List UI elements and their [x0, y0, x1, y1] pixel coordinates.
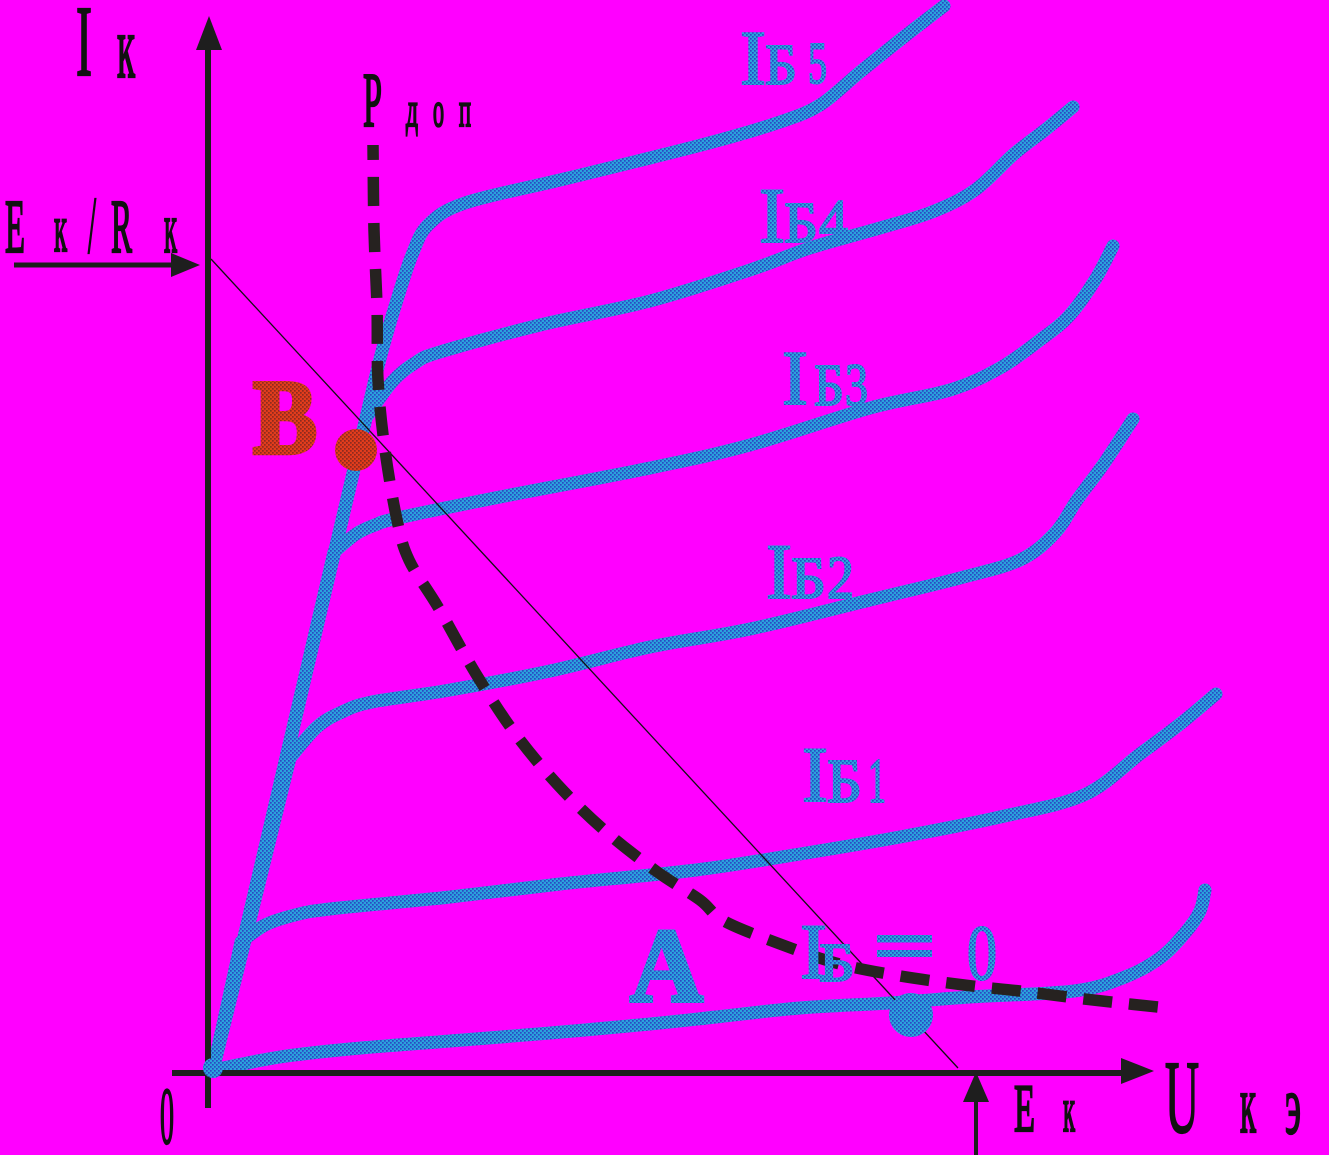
svg-text:I: I	[800, 908, 827, 995]
svg-text:к: к	[54, 190, 67, 266]
svg-text:В: В	[253, 359, 317, 476]
svg-text:I: I	[766, 528, 792, 615]
svg-text:R: R	[111, 185, 132, 269]
svg-text:п: п	[459, 82, 471, 137]
svg-text:2: 2	[827, 545, 854, 612]
svg-text:к: к	[1063, 1074, 1075, 1145]
svg-text:Б: Б	[791, 545, 826, 611]
svg-text:I: I	[782, 335, 808, 421]
svg-text:Б: Б	[814, 352, 844, 418]
svg-text:5: 5	[808, 30, 827, 96]
svg-text:U: U	[1165, 1040, 1199, 1155]
svg-text:э: э	[1285, 1059, 1301, 1152]
svg-text:0: 0	[967, 909, 997, 996]
svg-text:Б: Б	[819, 932, 855, 993]
svg-text:Б: Б	[784, 190, 818, 255]
svg-text:I: I	[740, 15, 766, 101]
svg-text:Е: Е	[5, 185, 25, 269]
svg-text:к: к	[164, 188, 177, 268]
svg-text:д: д	[406, 82, 418, 137]
svg-text:Б: Б	[765, 32, 797, 97]
svg-text:Е: Е	[1014, 1070, 1035, 1146]
svg-text:к: к	[1240, 1058, 1256, 1150]
svg-text:Б: Б	[827, 748, 862, 816]
svg-text:I: I	[76, 0, 92, 97]
svg-text:/: /	[88, 180, 96, 270]
svg-text:3: 3	[845, 352, 868, 418]
svg-text:0: 0	[160, 1073, 174, 1155]
svg-text:Р: Р	[363, 57, 382, 143]
svg-text:А: А	[630, 907, 703, 1024]
svg-text:4: 4	[819, 189, 848, 256]
svg-text:I: I	[802, 731, 828, 818]
svg-text:о: о	[433, 82, 444, 137]
svg-text:к: к	[117, 0, 135, 97]
svg-text:I: I	[759, 172, 785, 259]
svg-text:1: 1	[868, 745, 886, 816]
